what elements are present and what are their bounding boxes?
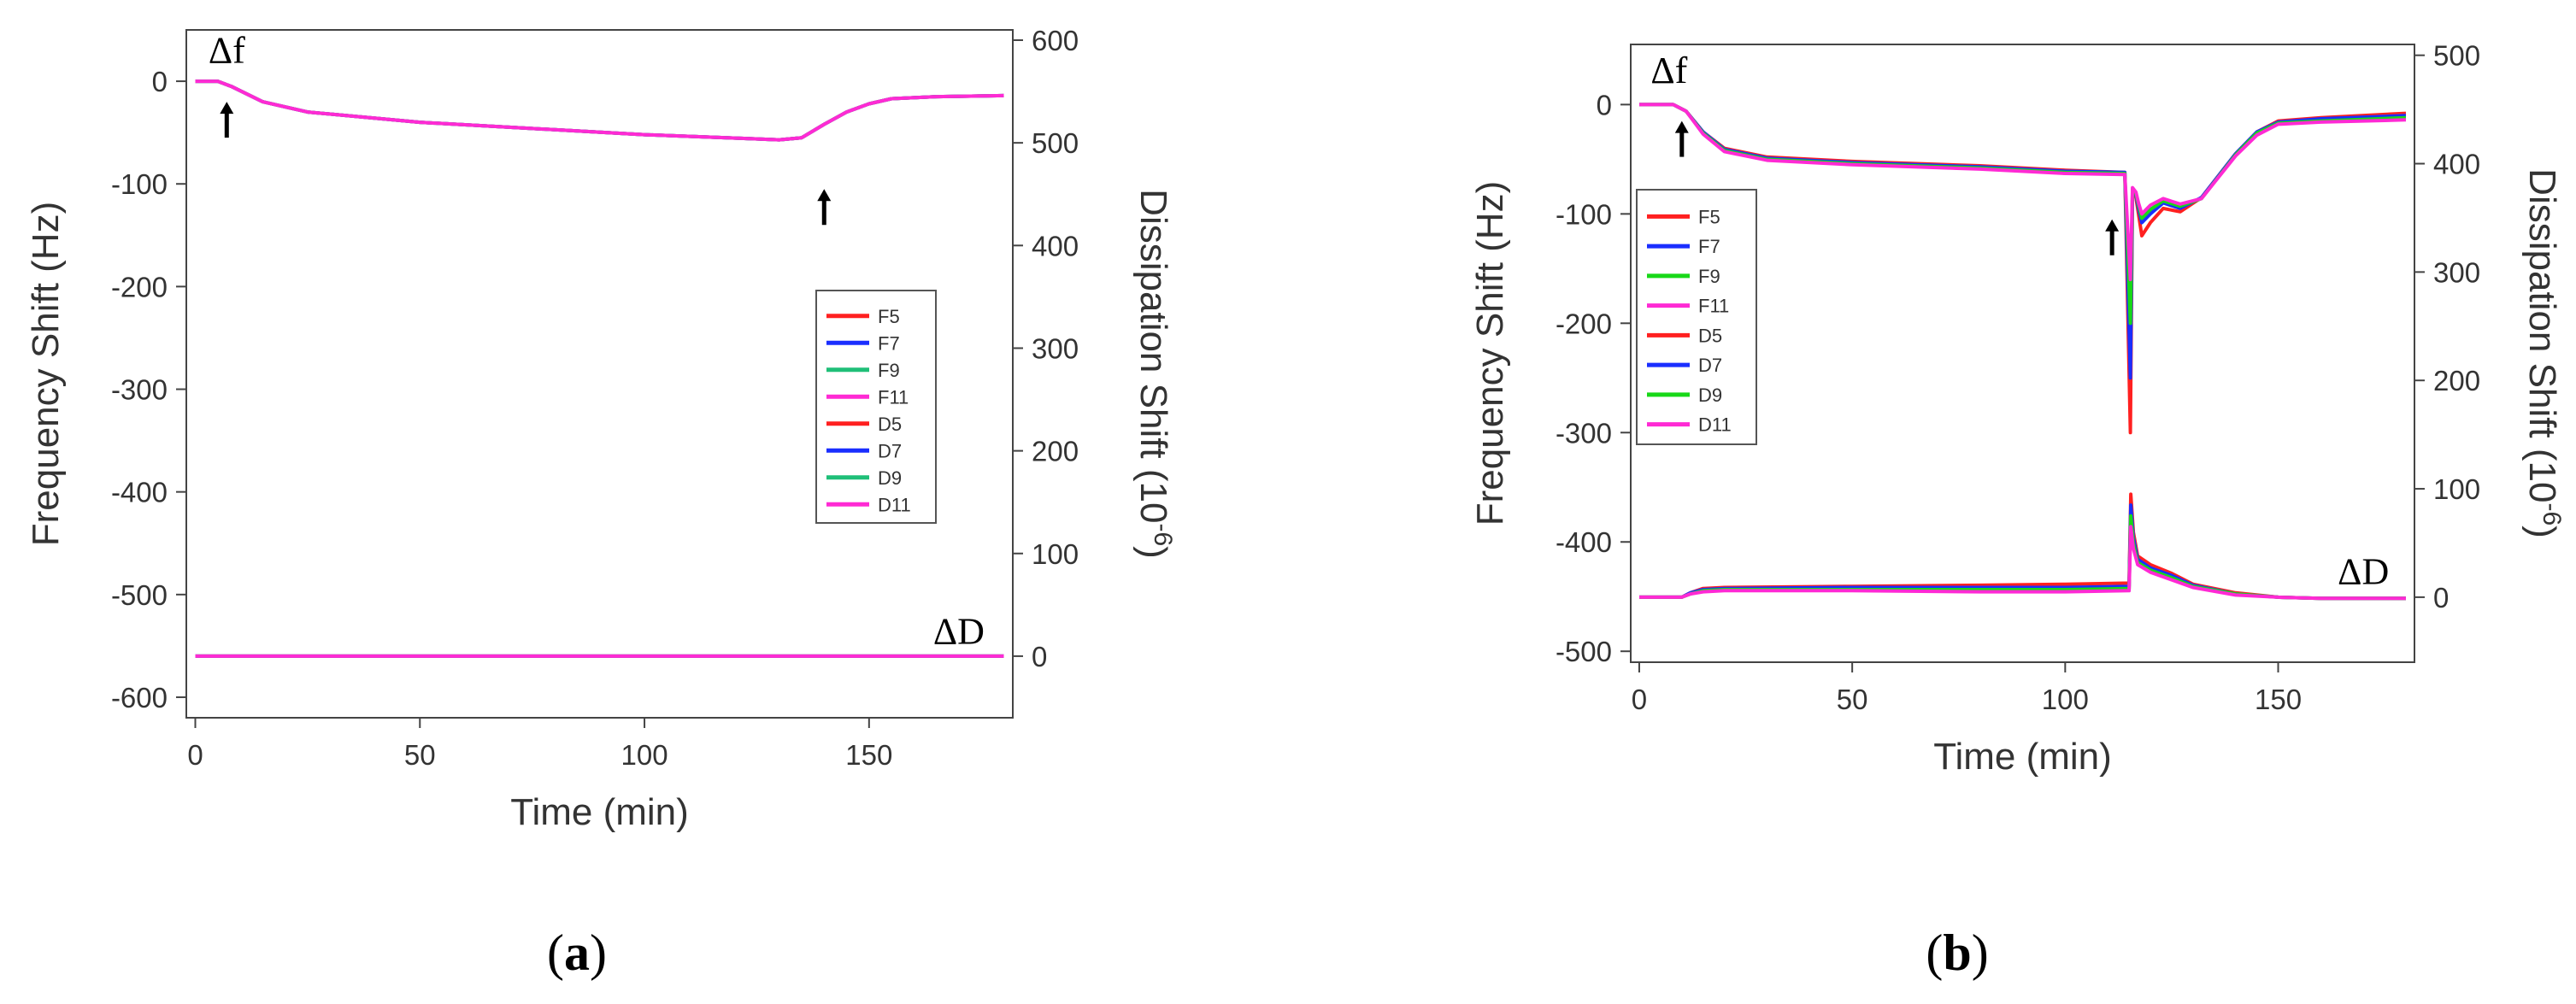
panel-b-chart: 0 50 100 150 0 -100 -200 -300 -400 -500 500 400 300 2…	[1469, 40, 2566, 778]
x-tick-label: 50	[1837, 684, 1868, 715]
y-left-tick-label: -100	[111, 168, 168, 200]
y-right-tick-label: 400	[2433, 149, 2480, 180]
legend-label-f7: F7	[1698, 236, 1720, 257]
y-left-tick-label: -400	[111, 477, 168, 508]
arrow-head	[220, 102, 234, 114]
y-left-axis-label: Frequency Shift (Hz)	[25, 202, 67, 546]
legend-box	[1636, 189, 1757, 445]
y-left-tick-label: -100	[1556, 198, 1612, 230]
x-tick-label: 100	[621, 739, 668, 771]
x-tick-label: 150	[845, 739, 892, 771]
y-right-tick-label: 400	[1032, 230, 1079, 261]
series-line-f11	[1639, 103, 2407, 282]
x-axis-label: Time (min)	[510, 791, 689, 833]
x-tick-label: 100	[2042, 684, 2089, 715]
legend-label-f7: F7	[878, 332, 900, 354]
legend-label-f5: F5	[878, 306, 900, 327]
y-right-tick-label: 300	[2433, 256, 2480, 288]
y-left-tick-label: -300	[111, 374, 168, 406]
y-left-tick-label: -500	[1556, 636, 1612, 667]
y-left-tick-label: -600	[111, 682, 168, 713]
x-tick-label: 150	[2255, 684, 2302, 715]
y-right-tick-label: 600	[1032, 25, 1079, 56]
y-left-tick-label: -200	[1556, 308, 1612, 339]
panel-a-caption: (a)	[547, 925, 607, 981]
arrow-head	[2105, 219, 2120, 232]
x-tick-label: 0	[187, 739, 203, 771]
legend-label-d11: D11	[878, 494, 911, 515]
y-left-tick-label: 0	[1597, 89, 1612, 120]
arrow-head	[1674, 120, 1689, 133]
x-tick-label: 50	[404, 739, 436, 771]
y-right-tick-label: 300	[1032, 332, 1079, 364]
x-tick-label: 0	[1632, 684, 1647, 715]
legend-label-f9: F9	[878, 360, 900, 381]
arrow-head	[817, 189, 832, 202]
delta-f-annotation: Δf	[1650, 50, 1687, 91]
y-right-tick-label: 200	[1032, 436, 1079, 467]
x-axis-label: Time (min)	[1933, 736, 2112, 778]
y-left-tick-label: -400	[1556, 526, 1612, 558]
legend-box	[815, 290, 937, 524]
y-right-tick-label: 500	[1032, 127, 1079, 159]
y-left-axis-label: Frequency Shift (Hz)	[1469, 181, 1511, 525]
delta-d-annotation: ΔD	[2338, 551, 2389, 593]
y-right-tick-label: 0	[1032, 641, 1047, 672]
series-line-f11	[195, 79, 1004, 142]
legend-label-d7: D7	[878, 440, 902, 461]
legend-label-f11: F11	[1698, 296, 1729, 317]
y-right-axis-label: Dissipation Shift (10-6)	[1132, 189, 1177, 559]
y-left-tick-label: -500	[111, 579, 168, 611]
legend-label-f11: F11	[878, 386, 909, 408]
y-right-tick-label: 500	[2433, 40, 2480, 72]
legend-label-d9: D9	[878, 467, 902, 489]
y-left-tick-label: -200	[111, 271, 168, 302]
y-left-tick-label: -300	[1556, 417, 1612, 449]
legend-label-d5: D5	[878, 414, 902, 435]
y-left-tick-label: 0	[152, 66, 168, 97]
legend-label-f5: F5	[1698, 206, 1720, 227]
y-right-axis-label: Dissipation Shift (10-6)	[2521, 168, 2566, 538]
series-line-d11	[1639, 525, 2406, 601]
delta-f-annotation: Δf	[209, 29, 245, 71]
panel-a-chart: 0 50 100 150 0 -100 -200 -300 -400 -500 -600 600 500…	[25, 25, 1177, 833]
legend-label-d7: D7	[1698, 355, 1722, 376]
y-right-tick-label: 100	[2433, 473, 2480, 505]
y-right-tick-label: 200	[2433, 365, 2480, 396]
delta-d-annotation: ΔD	[933, 610, 985, 652]
y-right-tick-label: 100	[1032, 538, 1079, 570]
y-right-tick-label: 0	[2433, 582, 2449, 614]
plot-frame	[185, 29, 1014, 719]
panel-b-caption: (b)	[1926, 925, 1988, 981]
legend-label-d11: D11	[1698, 414, 1732, 436]
legend-label-f9: F9	[1698, 266, 1720, 287]
plot-frame	[1630, 44, 2415, 663]
legend-label-d5: D5	[1698, 325, 1722, 346]
legend-label-d9: D9	[1698, 385, 1722, 406]
